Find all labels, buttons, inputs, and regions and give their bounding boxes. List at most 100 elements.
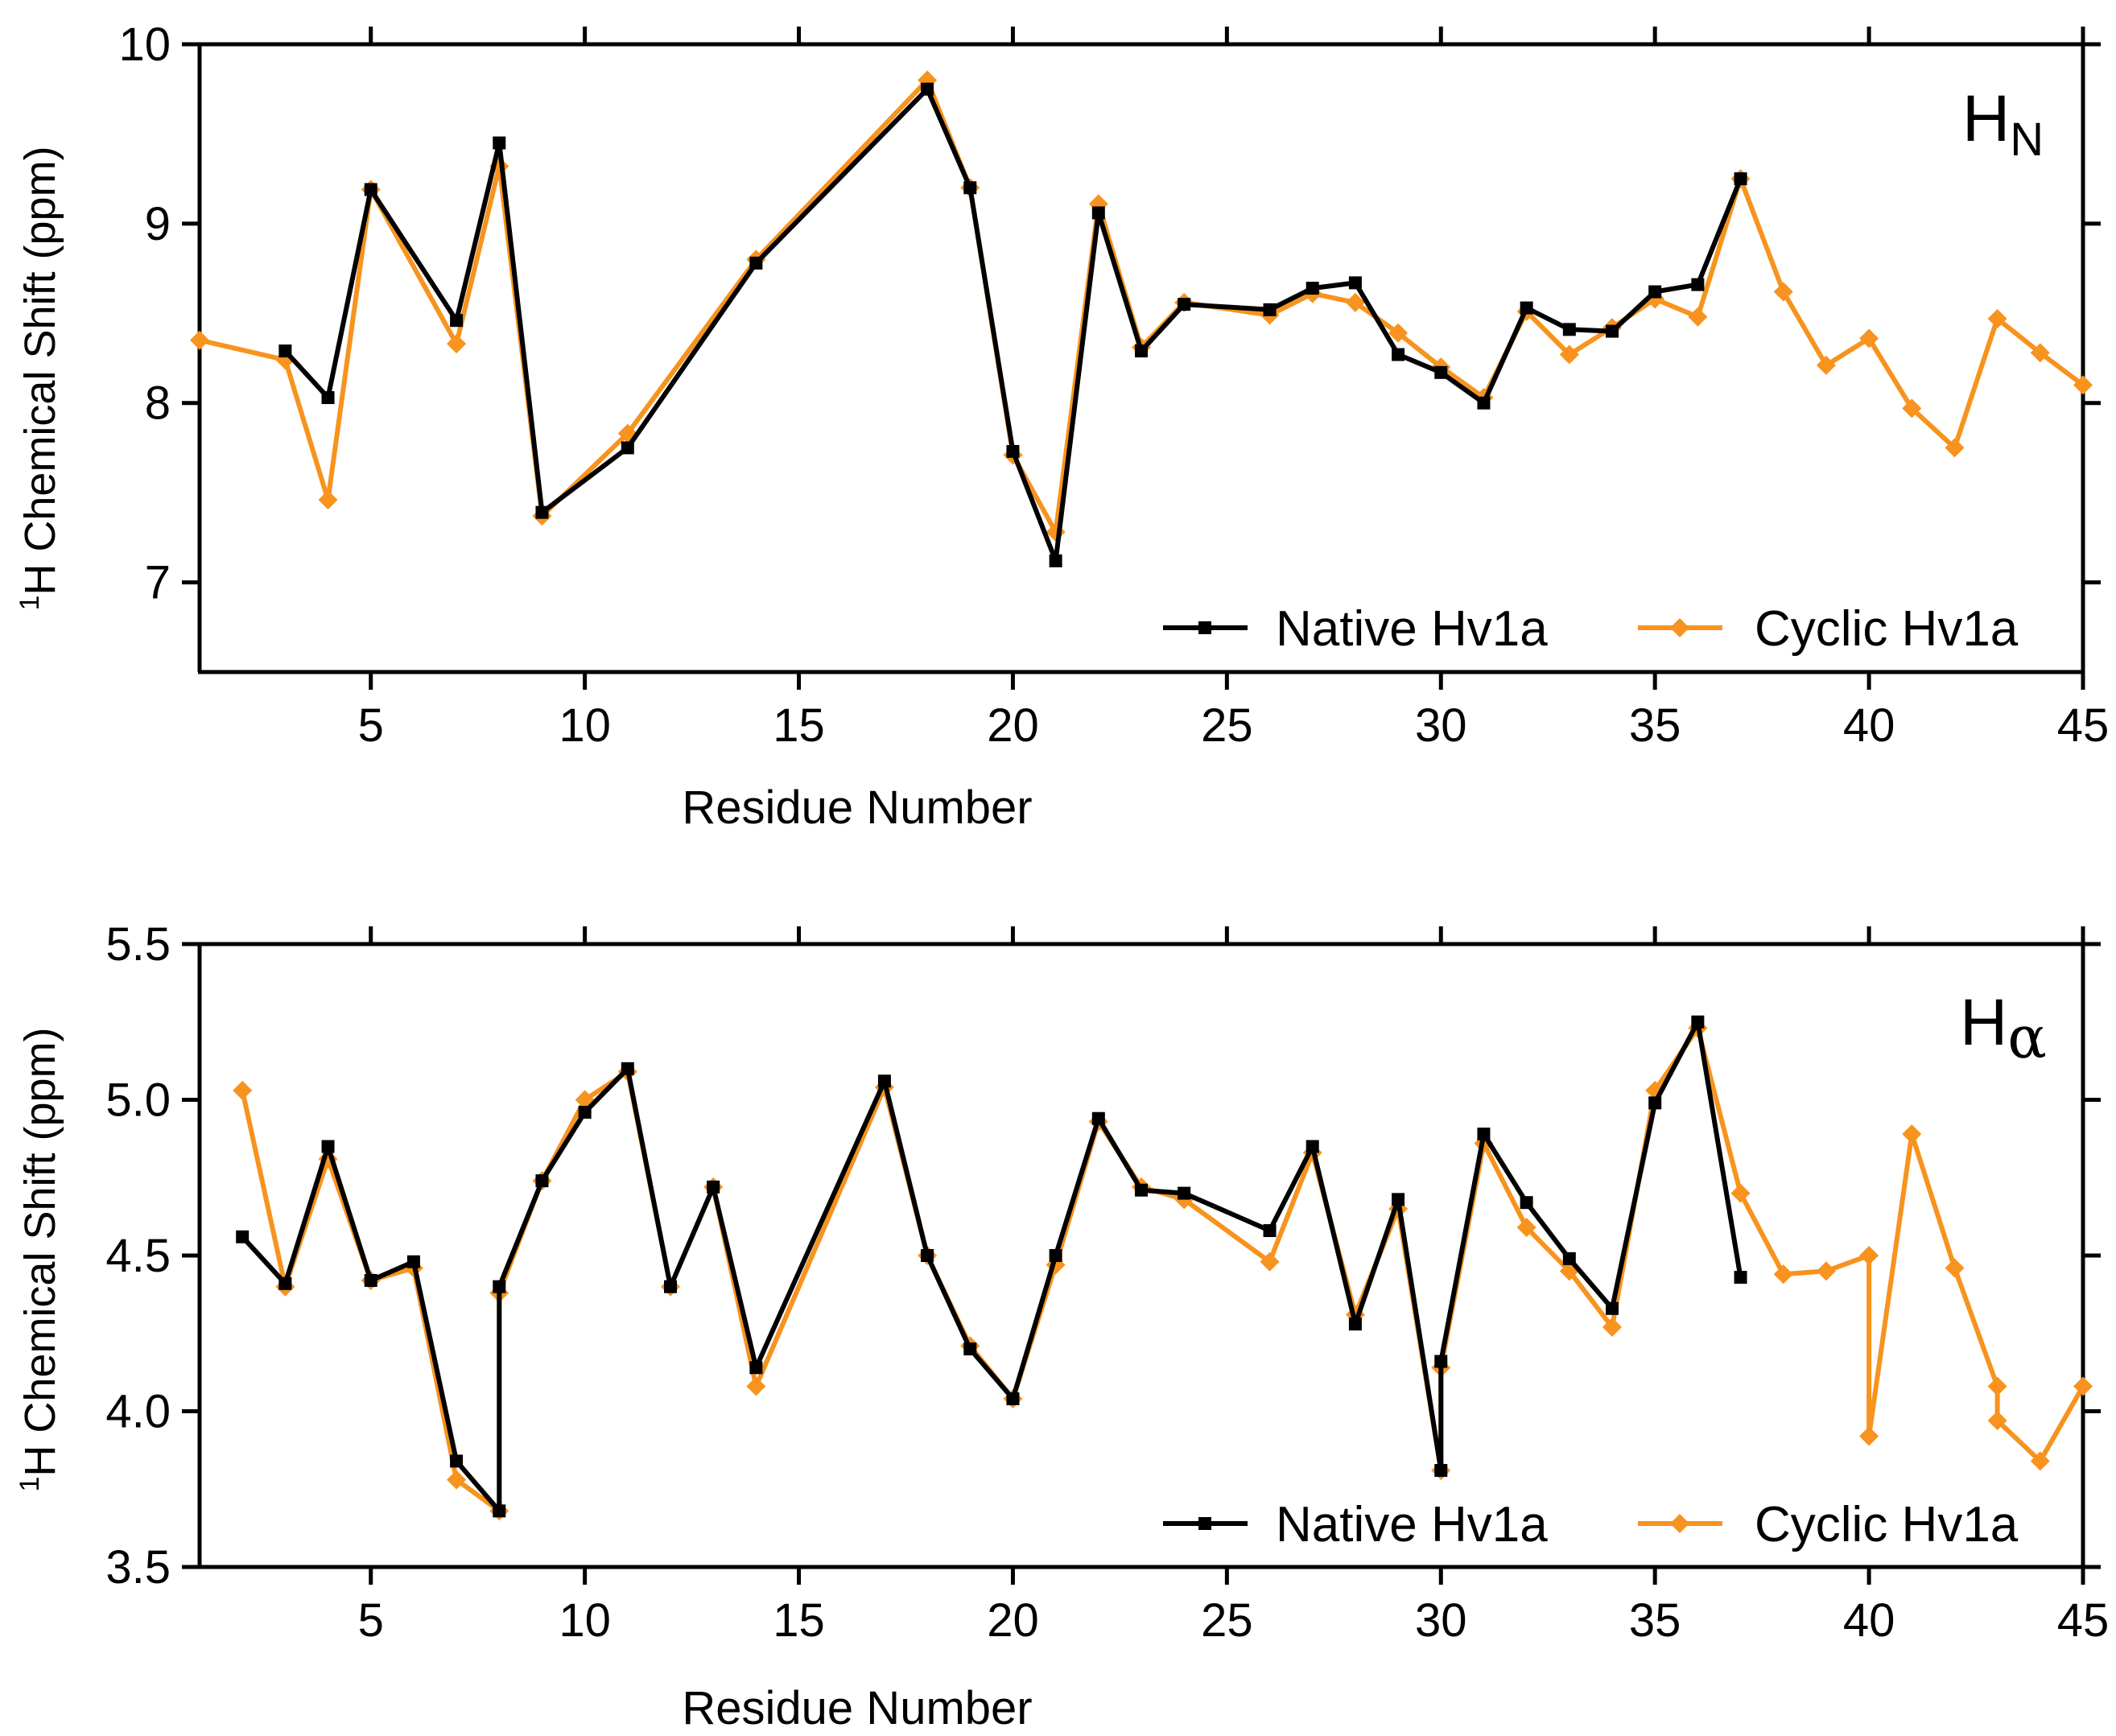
panel-hn-axes: 5 10 15 20 25 30 35 40 45 7 8 9 10 [118,19,2109,752]
data-point-native [1348,276,1362,290]
data-point-native [321,1140,335,1153]
data-point-cyclic [1987,308,2007,328]
data-point-native [1049,554,1062,567]
panel-ha-label-sub: α [2007,1004,2047,1071]
panel-ha-axes: 5 10 15 20 25 30 35 40 45 3.5 4.0 4.5 5.0 5.5 [105,918,2109,1647]
panel-hn-ylabel: 1H Chemical Shift (ppm) [14,146,64,610]
data-point-cyclic [746,1376,766,1396]
data-point-native [1648,285,1662,299]
data-point-native [1520,1196,1533,1210]
data-point-cyclic [447,334,467,354]
data-point-native [364,1273,377,1287]
data-point-native [1305,1140,1319,1153]
data-point-native [1135,344,1148,358]
data-point-native [1392,348,1405,361]
panel-ha-ylabel: 1H Chemical Shift (ppm) [14,1027,64,1491]
series-line-cyclic [240,1025,2085,1514]
y-tick-label: 9 [145,198,171,250]
data-point-native [1734,172,1747,186]
series-line-cyclic [199,77,2085,535]
data-point-cyclic [1345,292,1365,312]
y-tick-label: 3.5 [105,1541,171,1594]
panel-ha-ylabel-sup: 1 [14,1477,45,1492]
data-point-cyclic [1388,323,1409,343]
data-point-native [1434,1464,1448,1478]
data-point-cyclic [1945,1258,1965,1278]
data-point-cyclic [1859,1426,1879,1446]
data-point-native [963,181,977,195]
legend-label-native: Native Hv1a [1276,601,1548,657]
data-point-native [1691,1015,1705,1029]
data-point-native [1263,303,1277,316]
x-tick-label: 45 [2057,699,2110,752]
data-point-native [1006,444,1020,458]
data-point-native [1305,282,1319,295]
data-point-native [278,344,292,358]
x-tick-label: 10 [559,1594,611,1647]
data-point-cyclic [1260,1251,1280,1272]
data-point-native [921,82,934,96]
data-point-native [321,391,335,405]
data-point-cyclic [318,490,338,510]
y-tick-label: 8 [145,377,171,430]
data-point-cyclic [2030,1451,2050,1471]
data-point-native [1178,298,1191,311]
data-point-cyclic [1945,438,1965,458]
legend-marker-cyclic [1670,618,1689,637]
data-point-native [921,1249,934,1262]
data-point-native [1606,1301,1619,1315]
series-line-native [240,1019,1743,1514]
panel-hn-ylabel-text: H Chemical Shift (ppm) [16,146,64,595]
data-point-native [1135,1183,1148,1197]
data-point-native [963,1342,977,1356]
panel-ha-legend: Native Hv1a Cyclic Hv1a [1163,1497,2019,1553]
data-point-cyclic [447,1470,467,1490]
legend-marker-native [1198,621,1211,634]
data-point-native [1091,1111,1105,1125]
data-point-cyclic [1773,1264,1793,1284]
data-point-native [749,1361,763,1375]
data-point-native [1477,1128,1491,1141]
data-point-cyclic [1088,194,1108,214]
legend-marker-cyclic [1670,1514,1689,1533]
legend-label-cyclic: Cyclic Hv1a [1755,1497,2019,1553]
data-point-native [1392,1193,1405,1206]
data-point-native [1734,1271,1747,1284]
data-point-native [493,136,506,150]
data-point-cyclic [190,330,209,350]
x-tick-label: 30 [1415,1594,1467,1647]
panel-hn-label: HN [1962,82,2044,166]
y-tick-label: 10 [118,19,171,71]
x-tick-label: 25 [1201,1594,1253,1647]
data-point-native [236,1230,250,1243]
data-point-native [406,1255,420,1268]
x-tick-label: 10 [559,699,611,752]
data-point-native [1178,1186,1191,1200]
panel-hn-legend: Native Hv1a Cyclic Hv1a [1163,601,2019,657]
x-tick-label: 15 [773,699,825,752]
data-point-cyclic [2073,1376,2093,1396]
data-point-native [1049,1249,1062,1262]
x-tick-label: 35 [1629,1594,1681,1647]
x-tick-label: 20 [987,699,1039,752]
x-tick-label: 35 [1629,699,1681,752]
panel-hn-series [190,70,2093,567]
data-point-native [1520,301,1533,315]
data-point-native [1263,1224,1277,1238]
data-point-cyclic [2030,343,2050,363]
data-point-native [535,1174,549,1188]
data-point-cyclic [1987,1411,2007,1431]
data-point-cyclic [1516,1218,1536,1238]
data-point-native [278,1276,292,1290]
data-point-native [1434,1355,1448,1368]
x-tick-label: 5 [358,699,384,752]
panel-hn-xlabel: Residue Number [682,781,1032,834]
data-point-native [1562,323,1576,336]
data-point-native [1606,324,1619,338]
data-point-native [749,256,763,270]
panel-hn-label-main: H [1962,82,2010,155]
data-point-native [1091,206,1105,220]
data-point-cyclic [1859,1246,1879,1265]
data-point-cyclic [1688,307,1708,327]
data-point-native [535,505,549,519]
